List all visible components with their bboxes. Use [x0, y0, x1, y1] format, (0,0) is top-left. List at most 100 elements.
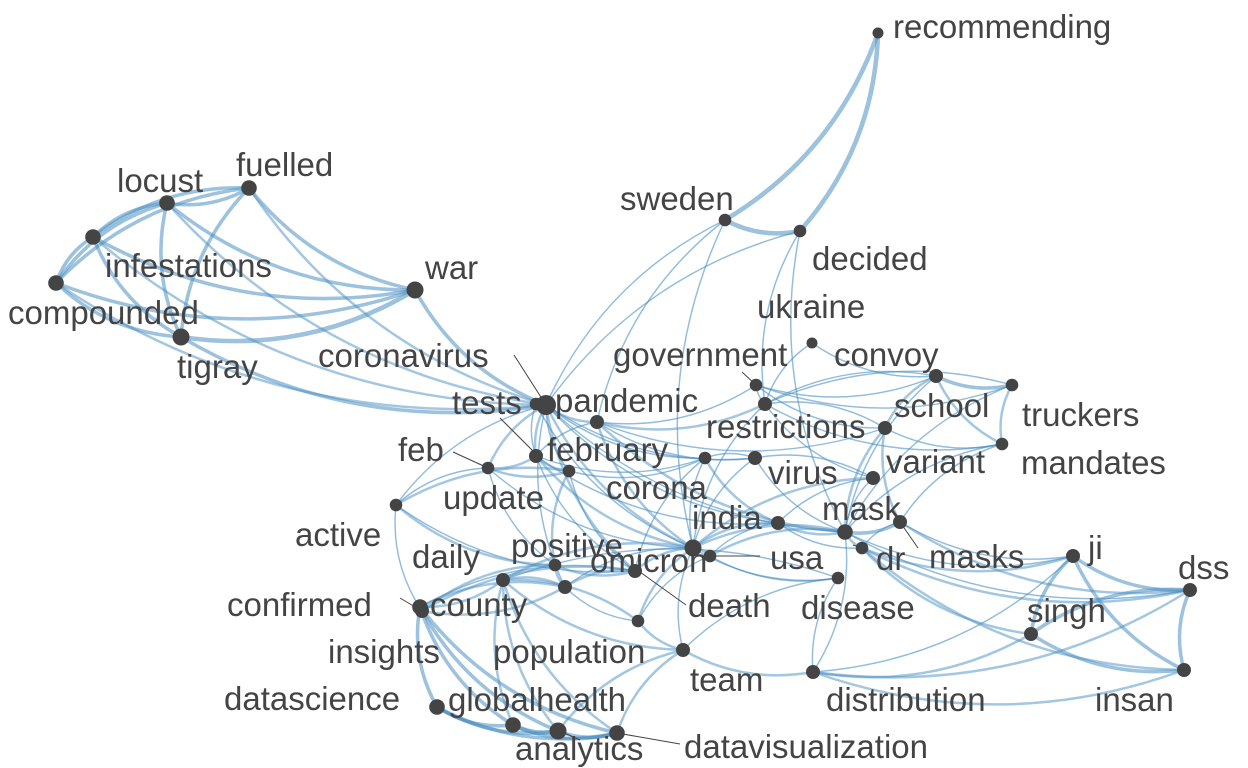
- node-india[interactable]: [771, 516, 785, 530]
- node-war[interactable]: [406, 281, 424, 299]
- node-ukraine[interactable]: [806, 337, 818, 349]
- node-convoy[interactable]: [929, 369, 943, 383]
- node-corona[interactable]: [698, 451, 712, 465]
- edge-locust-coronavirus: [165, 201, 548, 407]
- node-feb[interactable]: [481, 461, 495, 475]
- edge-insights-datavisualization: [418, 605, 619, 735]
- edge-decided-restrictions: [761, 230, 801, 405]
- node-decided[interactable]: [793, 224, 807, 238]
- label-dss: dss: [1178, 549, 1229, 586]
- leader-datavisualization: [616, 732, 681, 745]
- node-disease[interactable]: [831, 571, 845, 585]
- node-government[interactable]: [749, 378, 763, 392]
- node-sweden[interactable]: [718, 213, 732, 227]
- label-tests: tests: [452, 384, 522, 421]
- label-compounded: compounded: [8, 294, 199, 331]
- edge-infestations-war: [91, 235, 417, 301]
- node-globalhealth[interactable]: [505, 717, 521, 733]
- node-virus[interactable]: [748, 451, 762, 465]
- node-active[interactable]: [389, 498, 403, 512]
- node-usa[interactable]: [703, 549, 717, 563]
- node-death[interactable]: [631, 614, 645, 628]
- node-locust[interactable]: [159, 195, 175, 211]
- label-dr: dr: [876, 540, 905, 577]
- edge-population-datavisualization: [501, 578, 619, 735]
- edge-county-insights: [418, 580, 567, 609]
- edge-pandemic-virus: [596, 421, 756, 461]
- node-mandates[interactable]: [995, 437, 1009, 451]
- edge-update-active: [394, 466, 571, 507]
- node-tests[interactable]: [529, 397, 543, 411]
- node-county[interactable]: [558, 580, 572, 594]
- edge-convoy-truckers: [934, 374, 1014, 390]
- label-government: government: [613, 336, 787, 373]
- edge-dss-insan: [1177, 588, 1192, 672]
- label-globalhealth: globalhealth: [448, 681, 626, 718]
- label-mask: mask: [822, 490, 901, 527]
- node-coronavirus[interactable]: [536, 395, 556, 415]
- edge-february-positive: [535, 455, 636, 572]
- node-omicron[interactable]: [684, 539, 702, 557]
- node-pandemic[interactable]: [590, 415, 604, 429]
- edge-india-omicron: [691, 521, 780, 550]
- node-compounded[interactable]: [48, 275, 64, 291]
- edge-tests-omicron: [535, 403, 694, 549]
- node-ji[interactable]: [1066, 549, 1080, 563]
- label-disease: disease: [801, 589, 915, 626]
- edge-mandates-mask: [844, 443, 1003, 533]
- node-population[interactable]: [496, 573, 510, 587]
- node-infestations[interactable]: [85, 229, 101, 245]
- node-fuelled[interactable]: [241, 180, 257, 196]
- label-population: population: [493, 633, 645, 670]
- label-convoy: convoy: [834, 336, 939, 373]
- node-dr[interactable]: [855, 541, 869, 555]
- edge-distribution-dss: [811, 588, 1192, 679]
- node-recommending[interactable]: [872, 27, 884, 39]
- node-mask[interactable]: [837, 524, 853, 540]
- node-singh[interactable]: [1024, 627, 1038, 641]
- node-daily[interactable]: [548, 558, 562, 572]
- node-distribution[interactable]: [806, 665, 820, 679]
- edge-distribution-mask: [812, 531, 848, 673]
- edge-mandates-masks: [899, 443, 1003, 523]
- edge-pandemic-government: [596, 384, 757, 425]
- node-team[interactable]: [676, 643, 690, 657]
- node-restrictions[interactable]: [758, 397, 772, 411]
- node-masks[interactable]: [893, 515, 907, 529]
- edge-positive-insights: [419, 564, 636, 608]
- edge-truckers-restrictions: [764, 370, 1013, 405]
- edge-variant-virus: [754, 454, 874, 479]
- node-truckers[interactable]: [1005, 378, 1019, 392]
- label-war: war: [424, 249, 478, 286]
- label-county: county: [430, 586, 528, 623]
- label-truckers: truckers: [1022, 396, 1139, 433]
- node-february[interactable]: [529, 449, 543, 463]
- node-update[interactable]: [562, 464, 576, 478]
- edge-corona-positive: [634, 457, 706, 572]
- node-analytics[interactable]: [549, 722, 567, 740]
- node-insights[interactable]: [412, 599, 428, 615]
- edge-infestations-coronavirus: [91, 235, 548, 407]
- edge-restrictions-variant: [764, 403, 874, 479]
- edge-dss-singh: [1029, 587, 1192, 636]
- edge-government-convoy: [755, 375, 937, 398]
- node-insan[interactable]: [1177, 663, 1191, 677]
- node-positive[interactable]: [628, 564, 642, 578]
- label-ukraine: ukraine: [757, 288, 865, 325]
- node-tigray[interactable]: [172, 328, 190, 346]
- edge-convoy-restrictions: [764, 370, 937, 405]
- label-team: team: [690, 661, 763, 698]
- label-virus: virus: [768, 454, 838, 491]
- node-datavisualization[interactable]: [609, 725, 625, 741]
- node-datascience[interactable]: [429, 699, 445, 715]
- node-dss[interactable]: [1183, 583, 1197, 597]
- label-ji: ji: [1087, 529, 1103, 566]
- node-school[interactable]: [878, 421, 892, 435]
- edge-compounded-coronavirus: [54, 281, 548, 411]
- edge-daily-confirmed: [420, 563, 557, 613]
- label-feb: feb: [398, 431, 444, 468]
- node-variant[interactable]: [866, 471, 880, 485]
- edge-school-restrictions: [764, 401, 886, 429]
- edge-decided-mask: [790, 230, 846, 533]
